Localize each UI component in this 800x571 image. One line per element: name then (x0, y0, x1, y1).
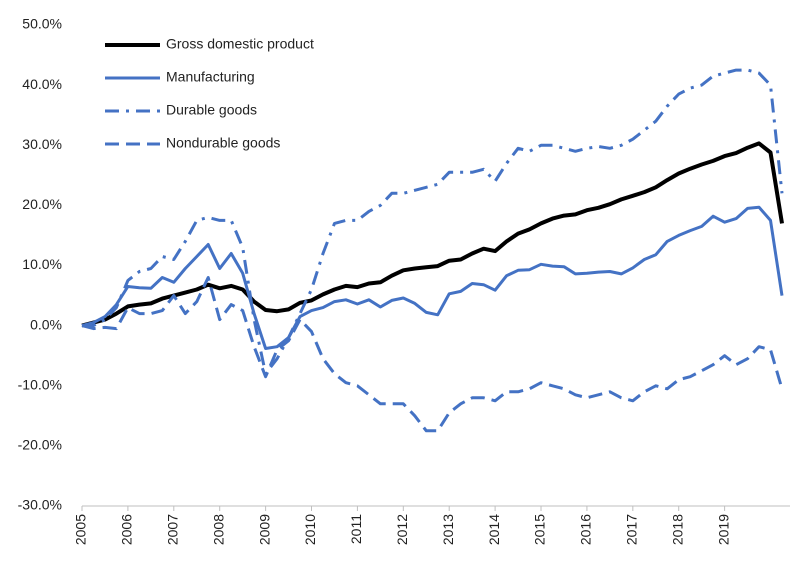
x-tick-label: 2017 (624, 514, 640, 545)
x-tick-label: 2012 (394, 514, 410, 545)
legend-label: Manufacturing (166, 69, 255, 85)
x-tick-label: 2007 (165, 514, 181, 545)
series-line (81, 276, 784, 433)
y-tick-label: -30.0% (18, 497, 62, 513)
x-tick-label: 2009 (256, 514, 272, 545)
legend-label: Nondurable goods (166, 135, 280, 151)
x-tick-label: 2019 (715, 514, 731, 545)
x-tick-label: 2006 (119, 514, 135, 545)
x-tick-label: 2018 (669, 514, 685, 545)
legend-label: Gross domestic product (166, 36, 314, 52)
y-tick-label: 20.0% (22, 196, 62, 212)
legend-label: Durable goods (166, 102, 257, 118)
y-tick-label: 40.0% (22, 76, 62, 92)
y-tick-label: -10.0% (18, 376, 62, 392)
y-tick-label: 50.0% (22, 16, 62, 32)
x-tick-label: 2008 (210, 514, 226, 545)
y-tick-label: 0.0% (30, 316, 62, 332)
x-tick-label: 2013 (440, 514, 456, 545)
x-tick-label: 2016 (578, 514, 594, 545)
x-tick-label: 2014 (486, 514, 502, 545)
y-tick-label: -20.0% (18, 437, 62, 453)
y-tick-label: 30.0% (22, 136, 62, 152)
y-tick-label: 10.0% (22, 256, 62, 272)
x-tick-label: 2015 (532, 514, 548, 545)
x-tick-label: 2010 (302, 514, 318, 545)
x-tick-label: 2011 (348, 514, 364, 544)
series-line (81, 141, 784, 328)
series-line (81, 205, 784, 350)
x-tick-label: 2005 (73, 514, 89, 545)
